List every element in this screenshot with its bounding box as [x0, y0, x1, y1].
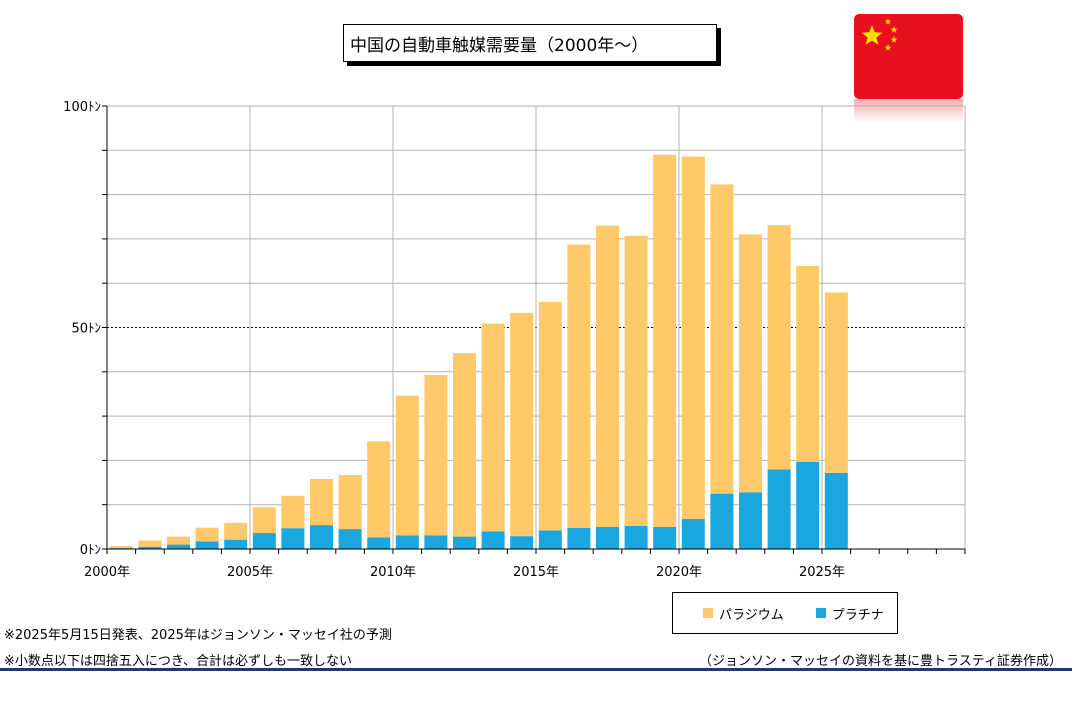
bar-platinum-2024: [796, 461, 820, 549]
bar-platinum-2006: [281, 528, 305, 549]
large-star: [861, 25, 883, 45]
chart-canvas: 0ﾄﾝ 50ﾄﾝ 100ﾄﾝ 2000年 2005年 2010年 2015年 2020年 202…: [63, 100, 966, 580]
legend-label-palladium: パラジウム: [719, 607, 784, 623]
bar-platinum-2008: [338, 529, 362, 549]
bar-palladium-2003: [195, 527, 219, 542]
china-flag-icon: [854, 14, 963, 99]
x-tick-label: 2005年: [227, 565, 273, 580]
bar-platinum-2019: [653, 526, 677, 549]
bar-platinum-2005: [252, 533, 276, 549]
bar-platinum-2003: [195, 541, 219, 549]
bar-platinum-2002: [167, 544, 190, 549]
source-credit: （ジョンソン・マッセイの資料を基に豊トラスティ証券作成）: [699, 654, 1062, 669]
bar-palladium-2025: [824, 292, 848, 473]
bar-platinum-2021: [710, 493, 734, 549]
legend-item-palladium: パラジウム: [703, 604, 784, 623]
bar-platinum-2004: [224, 539, 248, 549]
bar-palladium-2015: [538, 301, 562, 531]
x-tick-label: 2000年: [84, 565, 130, 580]
bar-palladium-2008: [338, 475, 362, 530]
bar-platinum-2001: [138, 546, 162, 549]
bar-platinum-2013: [481, 531, 505, 549]
bar-palladium-2017: [596, 225, 619, 527]
y-tick-label: 100ﾄﾝ: [63, 100, 101, 115]
bar-palladium-2024: [796, 265, 820, 462]
legend-label-platinum: プラチナ: [831, 607, 884, 623]
bar-platinum-2018: [624, 525, 648, 549]
bar-palladium-2022: [739, 234, 762, 493]
bar-platinum-2012: [453, 536, 476, 549]
bar-palladium-2016: [567, 244, 591, 528]
bar-palladium-2019: [653, 154, 677, 527]
bar-palladium-2010: [395, 395, 419, 536]
bar-platinum-2023: [767, 469, 791, 549]
bar-palladium-2004: [224, 522, 248, 540]
bar-palladium-2020: [681, 156, 705, 519]
x-tick-label: 2010年: [370, 565, 416, 580]
palladium-swatch: [703, 608, 713, 618]
x-tick-label: 2015年: [513, 565, 559, 580]
note-forecast: ※2025年5月15日発表、2025年はジョンソン・マッセイ社の予測: [4, 628, 392, 643]
small-star: [884, 44, 892, 51]
small-star: [890, 26, 898, 33]
x-tick-label: 2025年: [799, 565, 845, 580]
small-star: [884, 18, 892, 25]
bar-platinum-2015: [538, 530, 562, 549]
flag-reflection: [854, 99, 963, 123]
bar-palladium-2023: [767, 225, 791, 470]
y-tick-label: 50ﾄﾝ: [71, 322, 101, 337]
bar-palladium-2000: [109, 545, 133, 549]
bar-palladium-2014: [510, 312, 534, 537]
bar-palladium-2012: [453, 353, 476, 537]
bar-palladium-2018: [624, 235, 648, 526]
bar-palladium-2002: [167, 536, 190, 545]
bar-platinum-2020: [681, 518, 705, 549]
platinum-swatch: [815, 608, 826, 618]
bar-palladium-2009: [367, 441, 391, 538]
bar-platinum-2011: [424, 535, 448, 549]
y-tick-label: 0ﾄﾝ: [80, 543, 101, 558]
chart-legend: パラジウム プラチナ: [672, 592, 898, 634]
bar-platinum-2017: [596, 526, 619, 549]
x-tick-label: 2020年: [656, 565, 702, 580]
bar-platinum-2014: [510, 536, 534, 549]
bar-platinum-2022: [739, 492, 762, 549]
bar-palladium-2006: [281, 495, 305, 529]
bar-palladium-2007: [310, 479, 333, 526]
bar-platinum-2025: [824, 472, 848, 549]
bar-palladium-2013: [481, 323, 505, 532]
note-rounding: ※小数点以下は四捨五入につき、合計は必ずしも一致しない: [4, 654, 352, 669]
bar-platinum-2010: [395, 535, 419, 549]
legend-item-platinum: プラチナ: [815, 604, 884, 623]
bar-palladium-2001: [138, 540, 162, 547]
bar-platinum-2007: [310, 525, 333, 549]
chart-title: 中国の自動車触媒需要量（2000年～）: [343, 24, 717, 62]
small-star: [890, 36, 898, 43]
bar-palladium-2021: [710, 184, 734, 494]
bar-platinum-2009: [367, 537, 391, 549]
bottom-rule: [0, 668, 1072, 671]
bar-platinum-2016: [567, 527, 591, 549]
bar-palladium-2011: [424, 374, 448, 536]
bar-palladium-2005: [252, 507, 276, 534]
